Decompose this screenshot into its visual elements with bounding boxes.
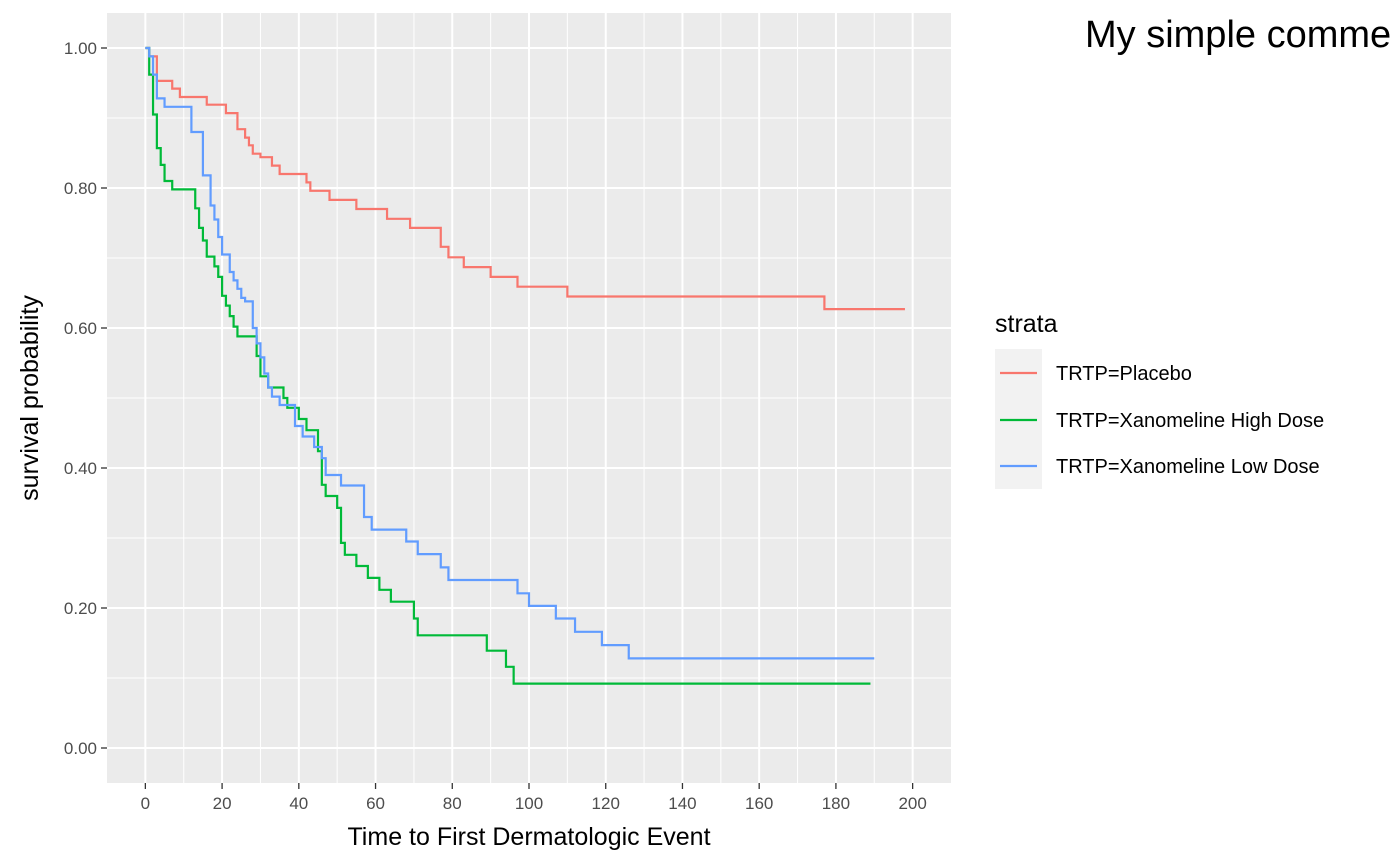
x-tick-label: 140 (668, 794, 696, 813)
series-line-3 (145, 46, 875, 660)
y-tick-label: 0.40 (64, 459, 97, 478)
legend-items: TRTP=Placebo TRTP=Xanomeline High Dose TRT… (1000, 363, 1324, 478)
x-tick-label: 180 (822, 794, 850, 813)
y-tick-label: 1.00 (64, 39, 97, 58)
x-axis-title: Time to First Dermatologic Event (347, 823, 710, 851)
series-line-1 (145, 46, 905, 311)
x-axis: 0 20 40 60 80 100 120 140 160 180 200 (141, 783, 927, 813)
y-tick-label: 0.80 (64, 179, 97, 198)
series-layer (145, 46, 905, 685)
x-tick-label: 40 (289, 794, 308, 813)
legend-label-1: TRTP=Placebo (1056, 363, 1192, 385)
legend-label-3: TRTP=Xanomeline Low Dose (1056, 456, 1320, 478)
x-tick-label: 80 (443, 794, 462, 813)
y-tick-label: 0.00 (64, 739, 97, 758)
comment-text: My simple comme (1085, 14, 1391, 56)
major-gridlines (107, 13, 951, 783)
legend: strata TRTP=Placebo TRTP=Xanomeline High … (995, 310, 1324, 489)
x-tick-label: 20 (213, 794, 232, 813)
legend-label-2: TRTP=Xanomeline High Dose (1056, 410, 1324, 432)
x-tick-label: 100 (515, 794, 543, 813)
y-tick-label: 0.60 (64, 319, 97, 338)
x-tick-label: 160 (745, 794, 773, 813)
x-tick-label: 120 (592, 794, 620, 813)
legend-title: strata (995, 310, 1058, 338)
y-tick-label: 0.20 (64, 599, 97, 618)
y-axis: 0.00 0.20 0.40 0.60 0.80 1.00 (64, 39, 107, 758)
y-axis-title: survival probability (16, 295, 44, 501)
x-tick-label: 0 (141, 794, 150, 813)
x-tick-label: 200 (898, 794, 926, 813)
x-tick-label: 60 (366, 794, 385, 813)
